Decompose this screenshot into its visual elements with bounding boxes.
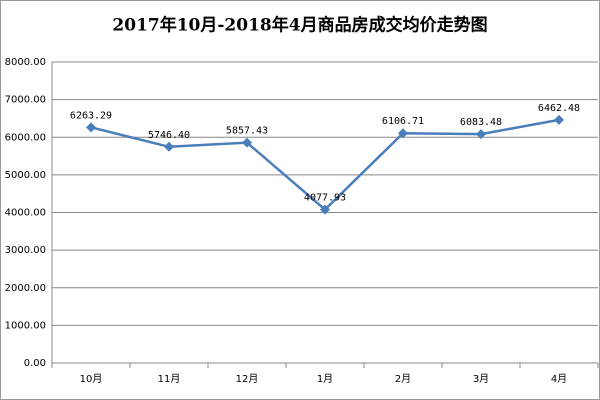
x-tick-label: 11月 [158, 373, 181, 385]
marker [398, 128, 408, 139]
y-tick-label: 6000.00 [5, 132, 46, 143]
value-label: 5857.43 [226, 126, 268, 137]
marker [86, 122, 96, 133]
marker [320, 204, 330, 215]
marker [242, 137, 252, 148]
y-tick-label: 4000.00 [5, 208, 46, 219]
y-tick-label: 1000.00 [5, 320, 46, 331]
value-label: 5746.40 [148, 130, 190, 141]
x-tick-label: 1月 [317, 373, 333, 385]
x-tick-label: 2月 [395, 373, 411, 385]
x-tick-label: 3月 [473, 373, 489, 385]
chart-title: 2017年10月-2018年4月商品房成交均价走势图 [112, 15, 487, 36]
value-label: 6106.71 [382, 116, 424, 127]
value-label: 6462.48 [538, 103, 580, 114]
x-tick-label: 10月 [80, 373, 103, 385]
y-tick-label: 5000.00 [5, 170, 46, 181]
x-tick-label: 12月 [236, 373, 259, 385]
y-tick-label: 7000.00 [5, 95, 46, 106]
value-label: 6083.48 [460, 117, 502, 128]
marker [164, 141, 174, 152]
x-tick-label: 4月 [551, 373, 567, 385]
value-label: 6263.29 [70, 110, 112, 121]
y-tick-label: 3000.00 [5, 245, 46, 256]
marker [476, 129, 486, 140]
value-label: 4077.93 [304, 193, 346, 204]
y-tick-label: 8000.00 [5, 57, 46, 68]
y-tick-label: 0.00 [24, 358, 46, 369]
y-tick-label: 2000.00 [5, 283, 46, 294]
marker [554, 114, 564, 125]
